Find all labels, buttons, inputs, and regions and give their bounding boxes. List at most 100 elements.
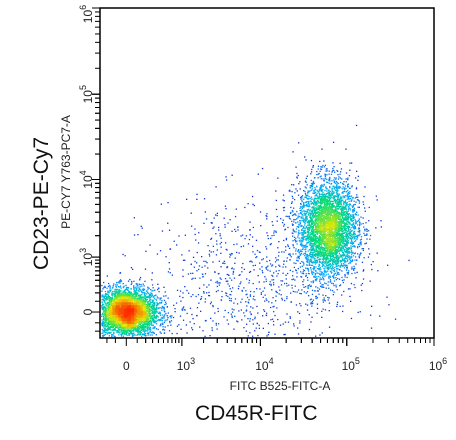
event-point (282, 199, 284, 201)
event-point (140, 290, 143, 292)
event-point (210, 317, 212, 319)
event-point (370, 327, 373, 329)
event-point (358, 257, 360, 259)
event-point (142, 327, 144, 329)
event-point (335, 265, 337, 268)
event-point (310, 245, 313, 247)
event-point (285, 246, 287, 248)
event-point (323, 249, 325, 251)
event-point (336, 186, 338, 188)
event-point (196, 251, 198, 254)
event-point (327, 261, 329, 263)
event-point (299, 209, 301, 212)
event-point (144, 330, 146, 332)
event-point (152, 331, 154, 334)
event-point (107, 324, 109, 327)
event-point (328, 193, 330, 195)
event-point (275, 300, 277, 302)
event-point (114, 288, 116, 290)
event-point (302, 246, 304, 248)
event-point (343, 202, 345, 204)
event-point (353, 284, 355, 286)
event-point (311, 209, 313, 211)
event-point (113, 283, 115, 285)
event-point (301, 272, 303, 275)
event-point (332, 193, 334, 195)
event-point (181, 308, 183, 310)
event-point (330, 207, 333, 209)
event-point (101, 290, 103, 292)
event-point (175, 302, 178, 304)
event-point (104, 290, 107, 293)
event-point (196, 193, 198, 195)
event-point (320, 268, 322, 270)
event-point (138, 330, 141, 332)
event-point (184, 309, 186, 311)
event-point (289, 253, 291, 255)
event-point (152, 315, 154, 317)
event-point (340, 247, 342, 249)
event-point (333, 191, 335, 193)
event-point (155, 328, 158, 330)
event-point (200, 310, 202, 312)
event-point (289, 269, 291, 271)
event-point (313, 203, 315, 205)
event-point (319, 205, 322, 207)
event-point (343, 252, 345, 255)
event-point (314, 250, 316, 252)
event-point (276, 220, 278, 222)
event-point (103, 297, 105, 299)
event-point (105, 332, 107, 334)
event-point (361, 289, 363, 292)
event-point (303, 236, 305, 238)
event-point (153, 307, 155, 310)
event-point (248, 282, 250, 284)
event-point (263, 281, 265, 283)
event-point (294, 279, 296, 281)
event-point (305, 239, 307, 241)
event-point (314, 290, 316, 292)
event-point (148, 303, 151, 305)
event-point (273, 234, 275, 236)
event-point (105, 298, 107, 300)
event-point (313, 210, 315, 212)
event-point (283, 223, 286, 226)
event-point (182, 259, 185, 261)
event-point (159, 299, 161, 301)
event-point (338, 212, 341, 214)
event-point (329, 202, 332, 204)
event-point (321, 273, 323, 276)
event-point (103, 334, 105, 336)
event-point (304, 244, 306, 247)
event-point (305, 286, 307, 288)
event-point (316, 236, 318, 238)
event-point (339, 208, 342, 210)
event-point (336, 183, 338, 185)
event-point (165, 312, 167, 315)
event-point (245, 301, 247, 303)
event-point (232, 311, 234, 313)
event-point (135, 329, 137, 331)
event-point (340, 230, 342, 232)
event-point (323, 254, 325, 256)
event-point (318, 264, 321, 266)
event-point (350, 230, 352, 232)
event-point (355, 277, 357, 279)
event-point (150, 330, 152, 332)
event-point (343, 214, 345, 216)
event-point (316, 278, 318, 280)
event-point (328, 173, 330, 175)
event-point (314, 259, 316, 261)
event-point (354, 236, 357, 238)
event-point (321, 185, 323, 187)
event-point (310, 185, 313, 187)
event-point (339, 265, 341, 267)
event-point (340, 264, 342, 266)
event-point (354, 253, 356, 255)
event-point (248, 299, 250, 301)
event-point (136, 330, 139, 332)
event-point (107, 291, 110, 293)
event-point (301, 233, 304, 235)
event-point (268, 301, 270, 303)
event-point (318, 293, 320, 295)
